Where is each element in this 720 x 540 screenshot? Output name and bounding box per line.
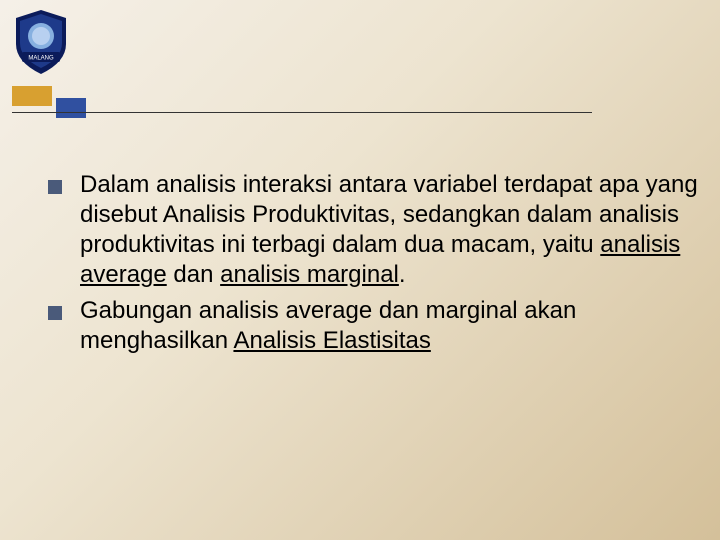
divider-line — [12, 112, 592, 113]
underlined-text: analisis marginal — [220, 261, 399, 288]
list-item: Gabungan analisis average dan marginal a… — [48, 296, 700, 356]
accent-boxes — [12, 86, 86, 106]
bullet-text: Gabungan analisis average dan marginal a… — [80, 296, 700, 356]
text-segment: . — [399, 261, 406, 288]
university-logo: MALANG — [12, 8, 70, 78]
accent-box-blue — [56, 98, 86, 118]
text-segment: dan — [167, 261, 220, 288]
content-area: Dalam analisis interaksi antara variabel… — [48, 170, 700, 362]
bullet-text: Dalam analisis interaksi antara variabel… — [80, 170, 700, 290]
underlined-text: Analisis Elastisitas — [233, 327, 430, 354]
slide: MALANG Dalam analisis interaksi antara v… — [0, 0, 720, 540]
square-bullet-icon — [48, 180, 62, 194]
logo-ribbon-text: MALANG — [28, 56, 54, 62]
accent-box-orange — [12, 86, 52, 106]
square-bullet-icon — [48, 306, 62, 320]
list-item: Dalam analisis interaksi antara variabel… — [48, 170, 700, 290]
